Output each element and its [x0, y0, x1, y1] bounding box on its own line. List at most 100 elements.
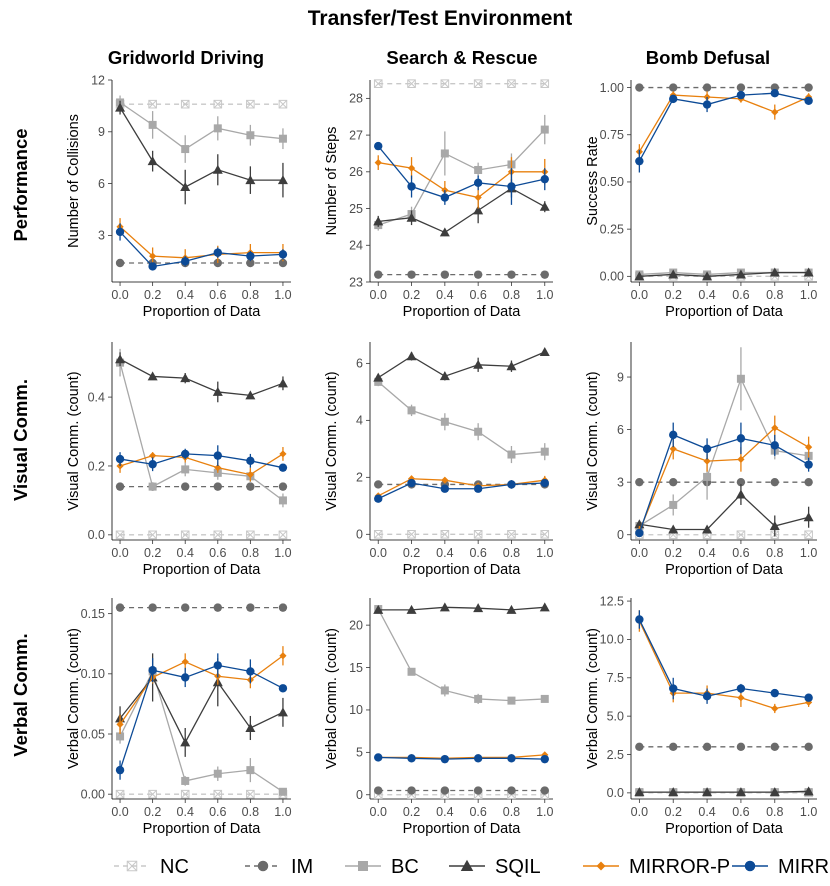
series-line-mirrorp: [378, 754, 545, 759]
data-point: [246, 99, 255, 109]
data-point: [213, 789, 223, 799]
data-point: [439, 227, 450, 237]
data-point: [278, 482, 288, 491]
data-point: [474, 694, 483, 703]
y-tick-label: 20: [349, 618, 363, 632]
x-axis-label: Proportion of Data: [665, 304, 784, 320]
data-point: [374, 141, 383, 151]
panels-grid: 3 6 9 12 0.0 0.2 0.4 0.6 0.8 1.0 Proportion of Dat…: [66, 73, 817, 837]
data-point: [474, 165, 483, 174]
y-tick-label: 3: [617, 475, 624, 489]
data-point: [406, 212, 417, 222]
data-point: [246, 789, 255, 799]
data-point: [540, 270, 549, 279]
data-point: [635, 742, 644, 752]
y-tick-label: 27: [349, 128, 363, 142]
y-tick-label: 10.0: [600, 633, 624, 647]
data-point: [668, 269, 679, 279]
y-tick-label: 5.0: [607, 709, 624, 723]
x-tick-label: 0.4: [698, 288, 715, 302]
data-point: [407, 79, 416, 88]
data-point: [148, 120, 157, 129]
y-axis-label: Verbal Comm. (count): [324, 628, 340, 769]
data-point: [736, 742, 746, 752]
series-line-mirror: [377, 145, 545, 199]
data-point: [115, 354, 126, 364]
data-point: [115, 765, 125, 775]
y-axis-label: Visual Comm. (count): [585, 371, 601, 510]
row-title-verbal-comm: Verbal Comm.: [10, 633, 31, 756]
data-point: [736, 477, 746, 487]
data-point: [246, 470, 254, 479]
y-tick-label: 4: [356, 414, 363, 428]
series-line-sqil: [119, 107, 283, 188]
data-point: [278, 787, 287, 796]
data-point: [804, 693, 813, 702]
panel-visual-bomb-defusal: 0 3 6 9 0.0 0.2 0.4 0.6 0.8 1.0 Proportion of Data…: [585, 342, 817, 578]
series-line-sqil: [119, 358, 284, 397]
x-tick-label: 0.2: [665, 288, 682, 302]
data-point: [805, 443, 813, 451]
data-point: [804, 83, 813, 92]
x-tick-label: 0.6: [469, 805, 486, 819]
series-sqil: [634, 483, 814, 537]
data-point: [213, 661, 222, 670]
data-point: [507, 79, 516, 88]
data-point: [635, 615, 644, 624]
data-point: [246, 131, 255, 140]
data-point: [770, 477, 779, 487]
data-point: [473, 754, 483, 763]
series-line-mirror: [638, 92, 809, 162]
x-tick-label: 0.8: [503, 546, 520, 560]
data-point: [439, 371, 450, 381]
data-point: [373, 530, 383, 539]
y-tick-label: 0: [356, 788, 363, 802]
data-point: [148, 603, 157, 612]
data-point: [540, 174, 549, 184]
series-line-sqil: [377, 351, 546, 379]
data-point: [115, 789, 125, 799]
panel-visual-search-rescue: 0 2 4 6 0.0 0.2 0.4 0.6 0.8 1.0 Proportion of Data…: [324, 342, 553, 578]
series-im: [635, 742, 813, 752]
data-point: [213, 124, 222, 133]
x-tick-label: 0.4: [177, 288, 194, 302]
data-point: [668, 787, 679, 797]
x-tick-label: 0.0: [370, 805, 387, 819]
data-point: [804, 477, 813, 487]
x-tick-label: 1.0: [274, 288, 291, 302]
x-axis-label: Proportion of Data: [143, 304, 262, 320]
data-point: [374, 377, 383, 386]
series-mirror: [374, 141, 549, 205]
series-line-mirrorp: [638, 427, 809, 532]
x-tick-label: 0.4: [177, 805, 194, 819]
data-point: [703, 472, 712, 481]
series-line-sqil: [639, 790, 809, 793]
x-tick-label: 0.0: [631, 288, 648, 302]
data-point: [473, 178, 483, 188]
data-point: [735, 787, 746, 797]
data-point: [278, 496, 287, 505]
series-line-bc: [119, 669, 284, 793]
row-title-visual-comm: Visual Comm.: [10, 379, 31, 501]
data-point: [540, 530, 550, 539]
data-point: [540, 447, 549, 456]
series-im: [115, 482, 288, 491]
y-tick-label: 24: [349, 239, 363, 253]
data-point: [246, 258, 255, 268]
legend-marker: [257, 860, 269, 872]
data-point: [440, 686, 449, 695]
data-point: [634, 787, 645, 797]
series-line-sqil: [378, 606, 545, 611]
data-point: [374, 786, 383, 795]
data-point: [116, 732, 125, 741]
series-im: [374, 270, 549, 279]
x-tick-label: 0.0: [370, 288, 387, 302]
x-tick-label: 0.2: [403, 546, 420, 560]
data-point: [181, 603, 190, 612]
panel-verbal-search-rescue: 0 5 10 15 20 0.0 0.2 0.4 0.6 0.8 1.0 Proportion of …: [324, 598, 553, 837]
series-im: [115, 258, 288, 268]
y-axis-label: Verbal Comm. (count): [66, 628, 82, 769]
y-tick-label: 9: [98, 125, 105, 139]
x-axis-label: Proportion of Data: [665, 562, 784, 578]
data-point: [506, 604, 517, 614]
